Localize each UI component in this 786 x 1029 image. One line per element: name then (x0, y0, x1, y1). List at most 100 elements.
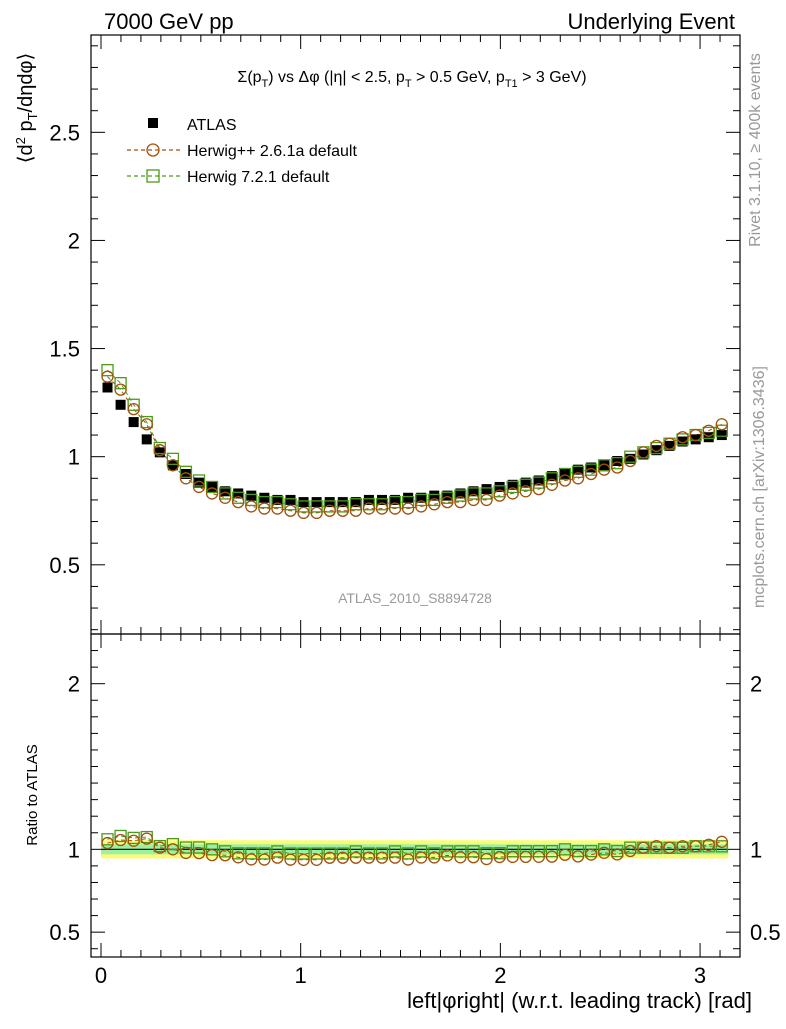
atlas-point (533, 475, 544, 486)
atlas-point (559, 468, 570, 479)
ratio-herwig7-point (349, 845, 363, 858)
ratio-herwig7-point (179, 841, 193, 854)
ratio-herwigpp-point (101, 836, 114, 850)
atlas-point (259, 492, 270, 503)
atlas-point (102, 382, 113, 393)
herwig7-point (388, 495, 402, 509)
ratio-herwigpp-point (349, 851, 363, 864)
ratio-herwig7-point (323, 847, 336, 860)
herwigpp-point (598, 463, 611, 476)
ratio-y-tick-label-right: 1 (750, 837, 762, 862)
ratio-herwigpp-point (715, 835, 728, 848)
plot-title: Σ(pT) vs Δφ (|η| < 2.5, pT > 0.5 GeV, pT… (237, 69, 586, 90)
herwig7-point (166, 452, 180, 465)
ratio-herwigpp-point (467, 851, 480, 864)
herwig7-point (375, 498, 389, 511)
herwigpp-point (114, 383, 127, 396)
herwig7-point (611, 457, 624, 470)
herwig7-point (349, 498, 363, 511)
main-y-tick-label: 1.5 (49, 337, 80, 362)
herwigpp-point (454, 495, 467, 509)
ratio-herwigpp-point (598, 846, 611, 859)
ratio-herwigpp-point (375, 851, 389, 864)
herwigpp-point (702, 424, 715, 437)
herwigpp-point (715, 418, 728, 431)
atlas-point (520, 477, 531, 488)
ratio-herwigpp-point (114, 833, 127, 847)
herwig7-point (493, 485, 506, 498)
atlas-point (442, 490, 453, 501)
ratio-herwig7-point (467, 845, 480, 858)
herwig7-point (205, 480, 219, 494)
main-y-tick-label: 2.5 (49, 120, 80, 145)
ratio-herwig7-point (519, 845, 532, 858)
herwigpp-point (166, 459, 180, 472)
atlas-point (481, 484, 492, 495)
atlas-point (298, 497, 309, 508)
herwig7-point (584, 463, 598, 476)
ratio-herwigpp-point (480, 852, 493, 866)
legend-marker-herwig7 (146, 169, 160, 183)
atlas-point (455, 488, 466, 499)
atlas-point (285, 494, 296, 505)
ratio-herwigpp-point (401, 853, 415, 866)
atlas-point (233, 488, 244, 499)
ratio-herwigpp-point (232, 851, 245, 864)
herwigpp-point (192, 480, 206, 494)
ratio-herwigpp-point (245, 853, 258, 866)
herwig7-point (219, 487, 232, 500)
herwig7-point (362, 498, 376, 511)
herwig7-point (323, 500, 336, 513)
x-axis-label: left|φright| (w.r.t. leading track) [rad… (407, 988, 752, 1013)
ratio-y-tick-label: 0.5 (49, 920, 80, 945)
legend-marker-herwigpp (146, 143, 160, 157)
ratio-herwigpp-point (362, 851, 376, 864)
main-y-tick-label: 1 (68, 445, 80, 470)
ratio-herwigpp-point (532, 850, 545, 863)
herwig7-point (598, 459, 611, 472)
legend-label-herwigpp: Herwig++ 2.6.1a default (187, 143, 357, 160)
herwigpp-point (349, 504, 363, 517)
main-panel: 0.5 1 1.5 2 2.5 (49, 34, 741, 635)
herwig7-point (101, 364, 114, 377)
ratio-herwig7-point (205, 843, 219, 856)
herwig7-point (179, 465, 193, 478)
herwigpp-point (140, 418, 153, 431)
herwig7-point (297, 500, 310, 513)
herwig7-point (624, 450, 637, 463)
herwigpp-point (558, 474, 572, 487)
herwigpp-point (205, 487, 219, 500)
herwigpp-point (297, 506, 310, 520)
atlas-point (128, 417, 139, 428)
ratio-herwig7-point (611, 844, 624, 858)
herwigpp-point (663, 437, 676, 450)
x-tick-label: 3 (694, 963, 706, 988)
atlas-point (625, 453, 636, 464)
atlas-point (599, 460, 610, 471)
ratio-herwig7-point (715, 840, 728, 853)
ratio-y-tick-label: 1 (68, 837, 80, 862)
herwig7-point (401, 495, 415, 509)
ratio-herwig7-point (245, 847, 258, 860)
herwigpp-point (637, 446, 650, 459)
atlas-point (664, 440, 675, 451)
herwigpp-point (650, 439, 663, 453)
ratio-herwig7-point (271, 845, 284, 858)
legend-marker-atlas (148, 118, 158, 128)
ratio-herwig7-point (336, 847, 349, 860)
herwig7-point (114, 377, 127, 390)
ratio-herwigpp-point (310, 853, 323, 866)
atlas-point (573, 464, 584, 475)
herwig7-point (480, 487, 493, 500)
ratio-herwigpp-point (179, 846, 193, 860)
legend: ATLAS Herwig++ 2.6.1a default Herwig 7.2… (127, 117, 357, 186)
atlas-point (690, 434, 701, 445)
atlas-point (194, 477, 205, 488)
herwigpp-point (232, 495, 245, 509)
herwig7-point (519, 478, 532, 491)
atlas-point (324, 497, 335, 508)
ratio-herwig7-point (219, 845, 232, 858)
herwig7-point (428, 493, 441, 507)
